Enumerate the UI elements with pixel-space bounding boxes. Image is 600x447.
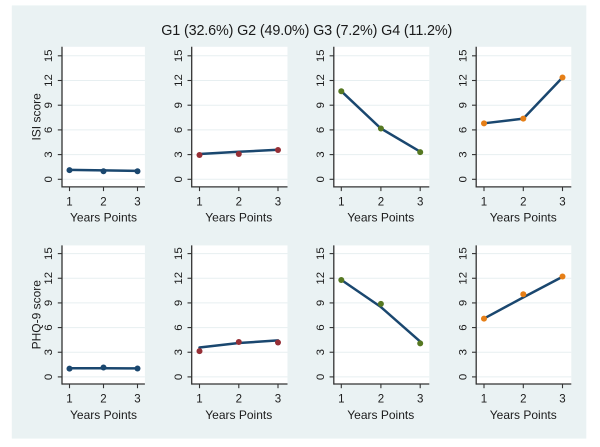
- svg-text:0: 0: [173, 374, 185, 380]
- svg-text:2: 2: [378, 196, 384, 208]
- svg-text:15: 15: [315, 49, 327, 62]
- svg-text:3: 3: [43, 349, 55, 355]
- svg-text:1: 1: [481, 393, 487, 405]
- svg-text:6: 6: [173, 324, 185, 330]
- svg-text:3: 3: [315, 151, 327, 157]
- svg-text:3: 3: [173, 151, 185, 157]
- svg-text:Years Points: Years Points: [490, 211, 557, 225]
- svg-text:15: 15: [457, 49, 469, 62]
- svg-text:12: 12: [315, 74, 327, 87]
- svg-text:ISI score: ISI score: [29, 93, 43, 141]
- svg-text:0: 0: [315, 374, 327, 380]
- svg-text:3: 3: [559, 196, 565, 208]
- svg-text:1: 1: [338, 393, 344, 405]
- svg-text:3: 3: [417, 196, 423, 208]
- svg-text:9: 9: [457, 300, 469, 306]
- svg-text:3: 3: [134, 393, 140, 405]
- svg-text:Years Points: Years Points: [347, 408, 414, 422]
- svg-text:15: 15: [315, 247, 327, 260]
- svg-text:3: 3: [275, 393, 281, 405]
- svg-text:1: 1: [196, 393, 202, 405]
- svg-text:6: 6: [315, 324, 327, 330]
- svg-text:3: 3: [275, 196, 281, 208]
- svg-text:6: 6: [315, 127, 327, 133]
- svg-text:Years Points: Years Points: [490, 408, 557, 422]
- svg-text:3: 3: [559, 393, 565, 405]
- svg-text:12: 12: [173, 74, 185, 87]
- svg-text:0: 0: [173, 176, 185, 182]
- svg-text:12: 12: [457, 74, 469, 87]
- svg-text:1: 1: [66, 393, 72, 405]
- svg-text:Years Points: Years Points: [205, 408, 272, 422]
- svg-text:PHQ-9 score: PHQ-9 score: [29, 280, 43, 350]
- svg-text:3: 3: [43, 151, 55, 157]
- svg-text:1: 1: [66, 196, 72, 208]
- svg-text:15: 15: [43, 247, 55, 260]
- svg-text:2: 2: [378, 393, 384, 405]
- svg-text:9: 9: [315, 102, 327, 108]
- svg-text:6: 6: [457, 127, 469, 133]
- svg-text:2: 2: [236, 393, 242, 405]
- svg-text:15: 15: [457, 247, 469, 260]
- svg-text:Years Points: Years Points: [205, 211, 272, 225]
- svg-text:9: 9: [315, 300, 327, 306]
- svg-text:Years Points: Years Points: [347, 211, 414, 225]
- svg-text:12: 12: [173, 272, 185, 285]
- svg-text:6: 6: [43, 324, 55, 330]
- svg-text:2: 2: [100, 393, 106, 405]
- svg-text:Years Points: Years Points: [70, 211, 137, 225]
- svg-text:6: 6: [173, 127, 185, 133]
- svg-text:12: 12: [43, 272, 55, 285]
- svg-text:15: 15: [43, 49, 55, 62]
- svg-text:2: 2: [520, 196, 526, 208]
- svg-text:15: 15: [173, 49, 185, 62]
- svg-text:2: 2: [520, 393, 526, 405]
- svg-text:3: 3: [457, 349, 469, 355]
- svg-text:12: 12: [457, 272, 469, 285]
- svg-text:2: 2: [100, 196, 106, 208]
- svg-text:3: 3: [173, 349, 185, 355]
- svg-text:1: 1: [481, 196, 487, 208]
- svg-text:3: 3: [315, 349, 327, 355]
- svg-text:2: 2: [236, 196, 242, 208]
- svg-text:12: 12: [315, 272, 327, 285]
- svg-text:0: 0: [457, 374, 469, 380]
- svg-text:0: 0: [457, 176, 469, 182]
- svg-text:1: 1: [338, 196, 344, 208]
- svg-text:0: 0: [43, 374, 55, 380]
- svg-text:6: 6: [43, 127, 55, 133]
- svg-text:15: 15: [173, 247, 185, 260]
- svg-text:3: 3: [134, 196, 140, 208]
- svg-text:Years Points: Years Points: [70, 408, 137, 422]
- svg-text:12: 12: [43, 74, 55, 87]
- svg-text:1: 1: [196, 196, 202, 208]
- svg-text:9: 9: [457, 102, 469, 108]
- svg-text:0: 0: [43, 176, 55, 182]
- svg-text:0: 0: [315, 176, 327, 182]
- svg-text:9: 9: [173, 102, 185, 108]
- svg-text:9: 9: [43, 102, 55, 108]
- svg-text:3: 3: [457, 151, 469, 157]
- svg-text:9: 9: [173, 300, 185, 306]
- svg-text:9: 9: [43, 300, 55, 306]
- svg-text:3: 3: [417, 393, 423, 405]
- svg-text:6: 6: [457, 324, 469, 330]
- svg-text:G1 (32.6%) G2 (49.0%) G3 (7.2%: G1 (32.6%) G2 (49.0%) G3 (7.2%) G4 (11.2…: [161, 23, 452, 39]
